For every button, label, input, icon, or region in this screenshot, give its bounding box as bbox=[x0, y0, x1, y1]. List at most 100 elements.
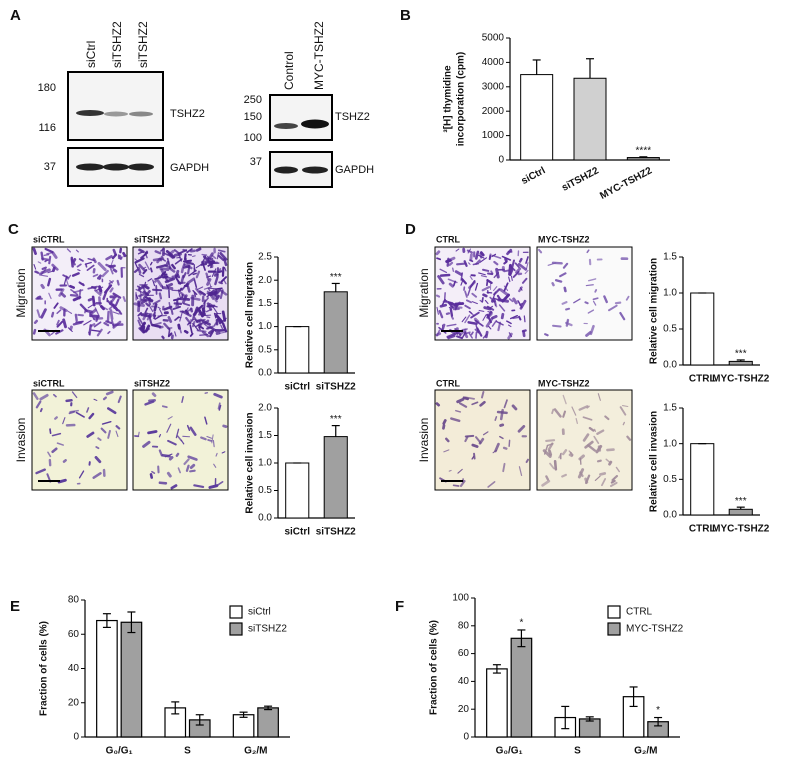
cell bbox=[112, 268, 118, 273]
cell bbox=[217, 318, 221, 324]
cell bbox=[450, 315, 454, 320]
cell bbox=[455, 409, 462, 413]
x-tick-label: G₀/G₁ bbox=[106, 746, 133, 757]
bar bbox=[728, 508, 753, 516]
cell bbox=[517, 262, 528, 271]
cell bbox=[51, 432, 62, 437]
cell bbox=[118, 254, 123, 260]
cell bbox=[506, 320, 512, 325]
cell bbox=[86, 431, 95, 438]
cell bbox=[212, 257, 214, 264]
cell bbox=[452, 484, 460, 487]
cell bbox=[179, 311, 183, 322]
cell bbox=[71, 391, 78, 399]
cell bbox=[626, 435, 632, 441]
cell bbox=[108, 305, 114, 310]
cell bbox=[181, 396, 184, 403]
cell bbox=[599, 472, 607, 476]
cell bbox=[442, 419, 447, 425]
cell bbox=[154, 314, 163, 320]
cell bbox=[521, 329, 527, 333]
cell bbox=[185, 464, 190, 472]
micrograph bbox=[537, 247, 632, 340]
cell bbox=[482, 293, 488, 298]
cell bbox=[149, 267, 153, 273]
cell bbox=[220, 289, 228, 296]
cell bbox=[68, 410, 76, 415]
cell bbox=[442, 424, 446, 430]
cell bbox=[206, 278, 212, 286]
cell bbox=[217, 254, 225, 261]
cell bbox=[217, 270, 223, 274]
cell bbox=[569, 451, 574, 456]
cell bbox=[441, 323, 446, 332]
cell bbox=[518, 257, 523, 263]
cell bbox=[135, 288, 145, 294]
micrograph-border bbox=[434, 389, 531, 491]
cell bbox=[144, 324, 151, 333]
cell bbox=[215, 331, 221, 335]
cell bbox=[221, 310, 227, 322]
cell bbox=[175, 277, 181, 285]
cell bbox=[573, 298, 581, 304]
cell bbox=[608, 304, 618, 312]
cell bbox=[435, 402, 441, 407]
cell bbox=[162, 258, 166, 262]
cell bbox=[193, 306, 199, 316]
cell bbox=[203, 319, 210, 326]
cell bbox=[107, 407, 117, 415]
cell bbox=[448, 469, 452, 472]
x-tick-label: siCtrl bbox=[284, 527, 310, 538]
y-tick-label: 0.5 bbox=[258, 485, 272, 496]
cell bbox=[181, 294, 188, 304]
cell bbox=[449, 307, 454, 317]
cell bbox=[193, 291, 197, 298]
cell bbox=[587, 278, 597, 282]
cell bbox=[209, 283, 212, 288]
cell bbox=[183, 263, 193, 270]
cell bbox=[204, 416, 208, 425]
cell bbox=[442, 300, 454, 304]
cell bbox=[180, 267, 185, 274]
blot-band bbox=[128, 163, 154, 171]
cell bbox=[86, 264, 95, 271]
legend-swatch bbox=[229, 605, 243, 619]
cell bbox=[456, 397, 465, 404]
cell bbox=[199, 333, 208, 336]
micrograph-border bbox=[536, 389, 633, 491]
cell bbox=[96, 328, 103, 337]
cell bbox=[548, 449, 553, 457]
cell bbox=[181, 310, 192, 318]
cell bbox=[102, 290, 108, 301]
cell bbox=[445, 312, 451, 315]
cell bbox=[152, 311, 156, 317]
cell bbox=[224, 267, 227, 272]
cell bbox=[481, 286, 491, 292]
y-axis-label: Relative cell invasion bbox=[649, 411, 660, 512]
cell bbox=[215, 314, 224, 324]
legend-swatch bbox=[607, 622, 621, 636]
cell bbox=[547, 442, 554, 451]
cell bbox=[561, 301, 568, 305]
cell bbox=[451, 305, 463, 309]
cell bbox=[578, 405, 589, 411]
cell bbox=[206, 436, 213, 439]
cell bbox=[471, 443, 479, 448]
cell bbox=[206, 290, 214, 296]
cell bbox=[216, 267, 219, 276]
cell bbox=[553, 408, 562, 418]
image-label: CTRL bbox=[436, 378, 460, 388]
x-tick-label: S bbox=[184, 746, 191, 757]
cell bbox=[476, 327, 483, 337]
cell bbox=[40, 268, 47, 276]
y-tick-label: 0.0 bbox=[258, 368, 272, 379]
y-tick-label: 1.5 bbox=[663, 403, 677, 414]
y-tick-label: 0.0 bbox=[663, 510, 677, 521]
cell bbox=[506, 248, 513, 256]
cell bbox=[152, 299, 161, 305]
cell bbox=[137, 319, 142, 327]
cell bbox=[187, 455, 198, 461]
cell bbox=[152, 279, 156, 287]
cell bbox=[138, 431, 140, 436]
cell bbox=[474, 250, 480, 260]
